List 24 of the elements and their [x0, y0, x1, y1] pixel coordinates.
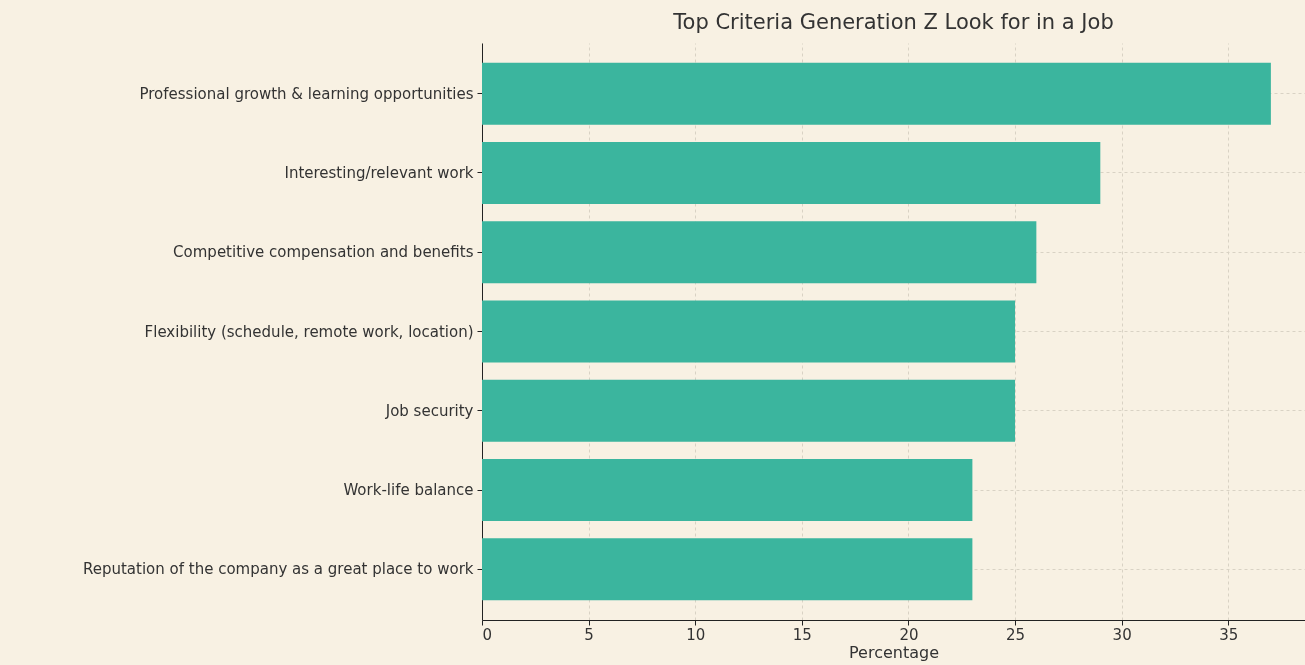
bar [482, 221, 1037, 284]
x-tick-label: 30 [1112, 625, 1132, 644]
y-tick-label: Flexibility (schedule, remote work, location) [144, 322, 474, 341]
bar [482, 300, 1016, 363]
y-tick-label: Interesting/relevant work [284, 163, 474, 182]
y-tick-label: Job security [384, 401, 474, 420]
x-tick-label: 35 [1219, 625, 1239, 644]
x-tick-label: 10 [686, 625, 706, 644]
x-axis-title: Percentage [848, 642, 940, 662]
x-tick-label: 25 [1005, 625, 1026, 644]
y-tick-label: Reputation of the company as a great place to work [82, 560, 474, 579]
bar [482, 538, 973, 601]
bar [482, 62, 1271, 125]
bar [482, 142, 1101, 204]
x-tick-label: 20 [899, 625, 919, 644]
bar [482, 379, 1016, 442]
y-tick-label: Competitive compensation and benefits [173, 243, 474, 262]
bar [482, 459, 973, 521]
chart-title: Top Criteria Generation Z Look for in a Job [672, 10, 1114, 34]
x-tick-label: 0 [482, 625, 493, 644]
y-tick-label: Work-life balance [343, 481, 474, 500]
x-tick-label: 5 [584, 625, 594, 644]
y-tick-label: Professional growth & learning opportunities [139, 84, 474, 103]
x-tick-label: 15 [792, 625, 812, 644]
